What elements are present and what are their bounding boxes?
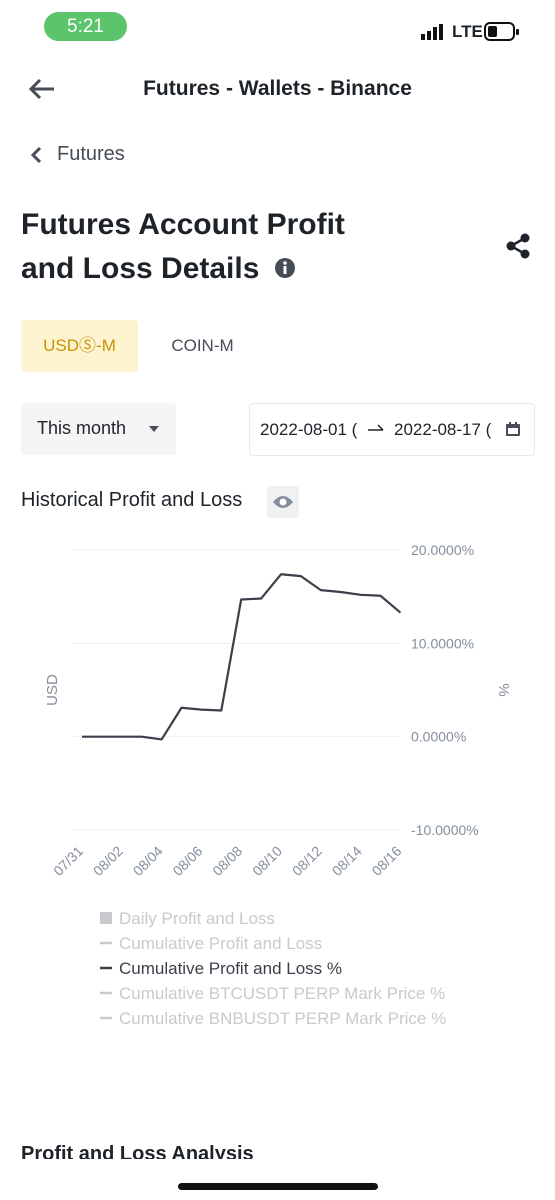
y2-tick-label: 20.0000% [411,542,474,558]
x-tick-label: 07/31 [50,843,86,879]
end-date: 2022-08-17 ( [394,420,492,439]
period-dropdown[interactable]: This month [21,403,176,455]
legend-marker [100,912,112,924]
status-time: 5:21 [44,12,127,41]
y2-tick-label: 10.0000% [411,635,474,651]
x-tick-label: 08/14 [329,843,365,879]
series-line [82,573,402,741]
home-indicator [178,1183,378,1190]
breadcrumb-chevron [30,146,42,164]
start-date: 2022-08-01 ( [260,420,358,439]
info-icon[interactable] [274,257,296,279]
y-axis-label: USD [44,674,61,706]
tab-coin-m[interactable]: COIN-M [171,336,234,355]
tab-usds-m[interactable]: USDⓈ-M [21,320,138,372]
signal-icon [421,24,443,40]
chart: 20.0000% 10.0000% 0.0000% -10.0000% USD % 07/3… [44,542,512,1028]
calendar-icon[interactable] [506,422,520,436]
visibility-toggle[interactable] [267,486,299,518]
status-network: LTE [452,22,483,41]
x-tick-label: 08/16 [368,843,404,879]
period-text: This month [37,418,127,438]
date-range[interactable]: 2022-08-01 ( 2022-08-17 ( [249,403,535,456]
y2-tick-label: -10.0000% [411,822,479,838]
dropdown-caret [149,426,159,432]
page-title-text: Futures Account Profit and Loss Details [21,208,345,285]
x-tick-label: 08/04 [130,843,166,879]
legend-entry: Daily Profit and Loss [119,909,275,928]
x-tick-label: 08/02 [90,843,126,879]
x-tick-label: 08/08 [209,843,245,879]
header-title: Futures - Wallets - Binance [143,77,412,100]
legend-entry: Cumulative Profit and Loss % [119,959,342,978]
x-tick-label: 08/06 [169,843,205,879]
share-button[interactable] [506,233,532,259]
section-title: Historical Profit and Loss [21,489,243,511]
page-title: Futures Account Profit and Loss Details [21,203,361,291]
breadcrumb-link[interactable]: Futures [57,143,125,165]
x-tick-label: 08/12 [289,843,325,879]
legend-entry: Cumulative BTCUSDT PERP Mark Price % [119,984,445,1003]
y2-axis-label: % [495,683,512,696]
legend-entry: Cumulative BNBUSDT PERP Mark Price % [119,1009,446,1028]
back-button[interactable] [28,78,56,100]
range-arrow [368,424,384,431]
battery-icon [484,22,519,41]
x-tick-label: 08/10 [249,843,285,879]
legend-entry: Cumulative Profit and Loss [119,934,322,953]
bottom-safe-area [0,1159,555,1200]
y2-tick-label: 0.0000% [411,729,466,745]
